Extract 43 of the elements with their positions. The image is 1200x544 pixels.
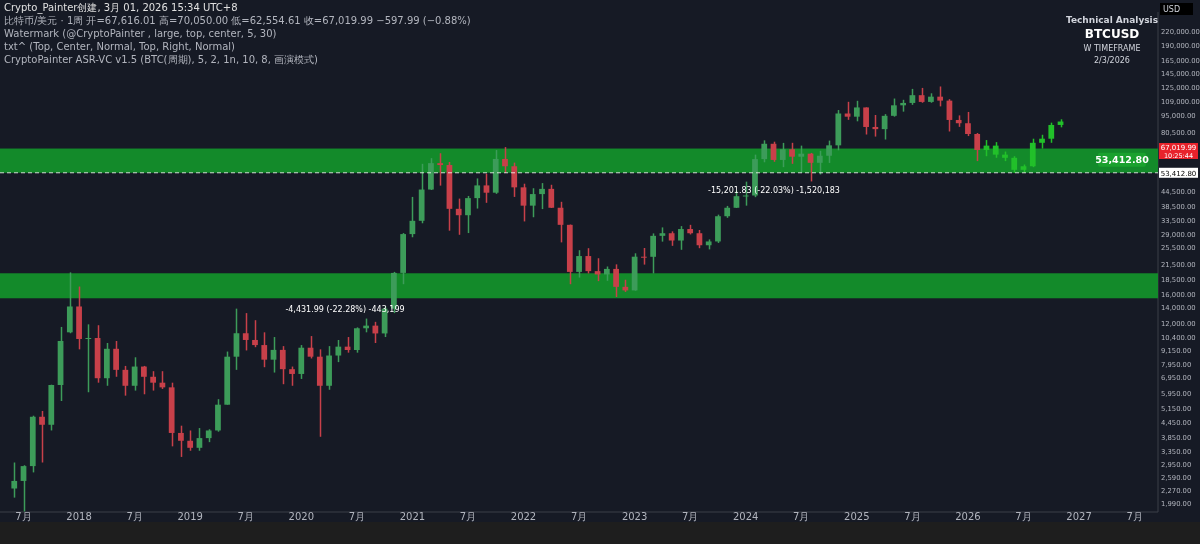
x-tick-label: 7月: [126, 511, 143, 522]
annotation: Crypto_Painter创建, 3月 01, 2026 15:34 UTC+8: [4, 2, 238, 14]
x-tick-label: 2021: [399, 511, 426, 522]
candlestick: [826, 139, 832, 164]
annotation: W TIMEFRAME: [1083, 44, 1141, 53]
candlestick: [789, 142, 795, 165]
x-tick-label: 2018: [66, 511, 92, 522]
x-tick-label: 7月: [237, 511, 254, 522]
x-tick-label: 2025: [844, 511, 870, 522]
chart-subtitle: Technical Analysis: [1065, 15, 1159, 25]
x-tick-label: 2026: [955, 511, 981, 522]
candlestick: [853, 100, 860, 123]
x-tick-label: 2020: [288, 511, 315, 522]
candlestick: [289, 365, 295, 387]
candlestick: [11, 461, 18, 499]
candlestick: [779, 142, 786, 168]
candlestick: [242, 312, 249, 352]
x-tick-label: 7月: [1126, 511, 1143, 522]
x-tick-label: 7月: [15, 511, 32, 522]
candlestick: [678, 225, 684, 251]
x-tick-label: 7月: [459, 511, 477, 522]
text: BTCUSD: [1084, 27, 1140, 41]
candlestick: [437, 152, 444, 187]
x-tick-label: 7月: [570, 511, 588, 522]
x-tick-label: 7月: [681, 511, 699, 522]
x-tick-label: 7月: [904, 511, 921, 522]
x-tick-label: 2022: [510, 511, 537, 522]
x-tick-label: 2023: [621, 511, 648, 522]
candlestick: [529, 187, 536, 218]
annotation: 比特币/美元 · 1周 开=67,616.01 高=70,050.00 低=62,554.61 收=67,019.99 −597.99 (−0.88%): [4, 15, 471, 26]
annotation: Watermark (@CryptoPainter , large, top, center, 5, 30): [4, 28, 277, 39]
y-axis-title: USD: [1163, 5, 1181, 14]
annotation: 2/3/2026: [1094, 56, 1130, 65]
x-tick-label: 7月: [793, 511, 810, 522]
x-tick-label: 7月: [348, 511, 366, 522]
text: 53,412.80: [1095, 154, 1149, 166]
annotation: txt^ (Top, Center, Normal, Top, Right, Normal): [4, 41, 236, 52]
annotation: CryptoPainter ASR-VC v1.5 (BTC(周期), 5, 2, 1n, 10, 8, 画演模式): [4, 54, 319, 65]
x-tick-label: 2027: [1066, 511, 1092, 522]
x-tick-label: 2024: [733, 511, 759, 522]
x-tick-label: 7月: [1015, 511, 1032, 522]
candlestick: [891, 97, 897, 118]
x-tick-label: 2019: [177, 511, 203, 522]
